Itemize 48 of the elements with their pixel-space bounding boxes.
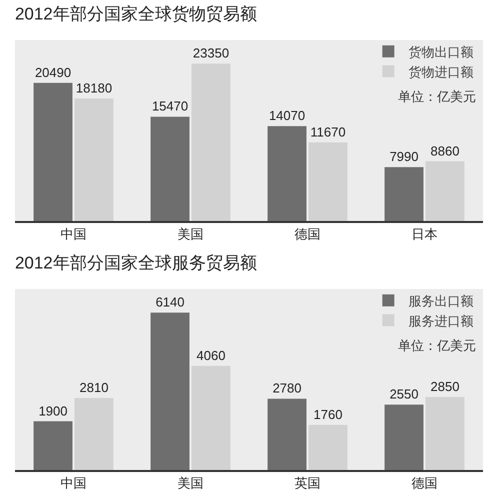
- bar: [192, 366, 230, 470]
- bar: [308, 142, 348, 221]
- x-tick-label: 英国: [294, 476, 320, 491]
- x-tick-label: 中国: [60, 476, 86, 491]
- legend-label: 货物出口额: [408, 44, 474, 60]
- bar: [150, 312, 190, 470]
- x-tick-label: 中国: [60, 226, 86, 242]
- data-label: 11670: [310, 124, 346, 140]
- data-label: 18180: [76, 80, 112, 96]
- legend-label: 服务出口额: [408, 293, 474, 308]
- x-tick-label: 美国: [178, 476, 204, 491]
- annotation: 单位：亿美元: [398, 89, 476, 104]
- bar: [268, 398, 306, 470]
- data-label: 6140: [156, 294, 184, 310]
- chart-title: 2012年部分国家全球货物贸易额: [14, 4, 257, 24]
- bar: [150, 116, 190, 221]
- data-label: 1760: [314, 406, 342, 422]
- data-label: 23350: [192, 46, 230, 61]
- bar: [426, 161, 464, 221]
- legend-label: 货物进口额: [408, 64, 474, 80]
- data-label: 2810: [80, 380, 108, 395]
- data-label: 1900: [38, 403, 68, 418]
- data-label: 7990: [390, 149, 418, 164]
- chart-title: 2012年部分国家全球服务贸易额: [14, 253, 257, 272]
- legend-label: 服务进口额: [408, 313, 474, 328]
- data-label: 2550: [390, 386, 418, 402]
- x-tick-label: 日本: [412, 226, 438, 242]
- x-tick-label: 美国: [178, 226, 204, 242]
- data-label: 15470: [152, 98, 188, 114]
- data-label: 14070: [268, 108, 306, 124]
- bar: [192, 64, 230, 221]
- bar: [268, 126, 306, 221]
- bar: [384, 167, 424, 221]
- bar: [34, 421, 72, 470]
- bar: [308, 424, 348, 470]
- data-label: 2850: [430, 378, 460, 394]
- data-label: 8860: [430, 143, 460, 158]
- bar: [34, 82, 72, 221]
- x-tick-label: 德国: [294, 226, 320, 242]
- bar: [74, 98, 114, 221]
- bar: [426, 396, 464, 470]
- data-label: 20490: [34, 64, 72, 80]
- bar: [74, 398, 114, 470]
- data-label: 2780: [272, 380, 302, 396]
- annotation: 单位：亿美元: [398, 338, 476, 353]
- x-tick-label: 德国: [412, 476, 438, 491]
- data-label: 4060: [196, 348, 226, 363]
- bar: [384, 404, 424, 470]
